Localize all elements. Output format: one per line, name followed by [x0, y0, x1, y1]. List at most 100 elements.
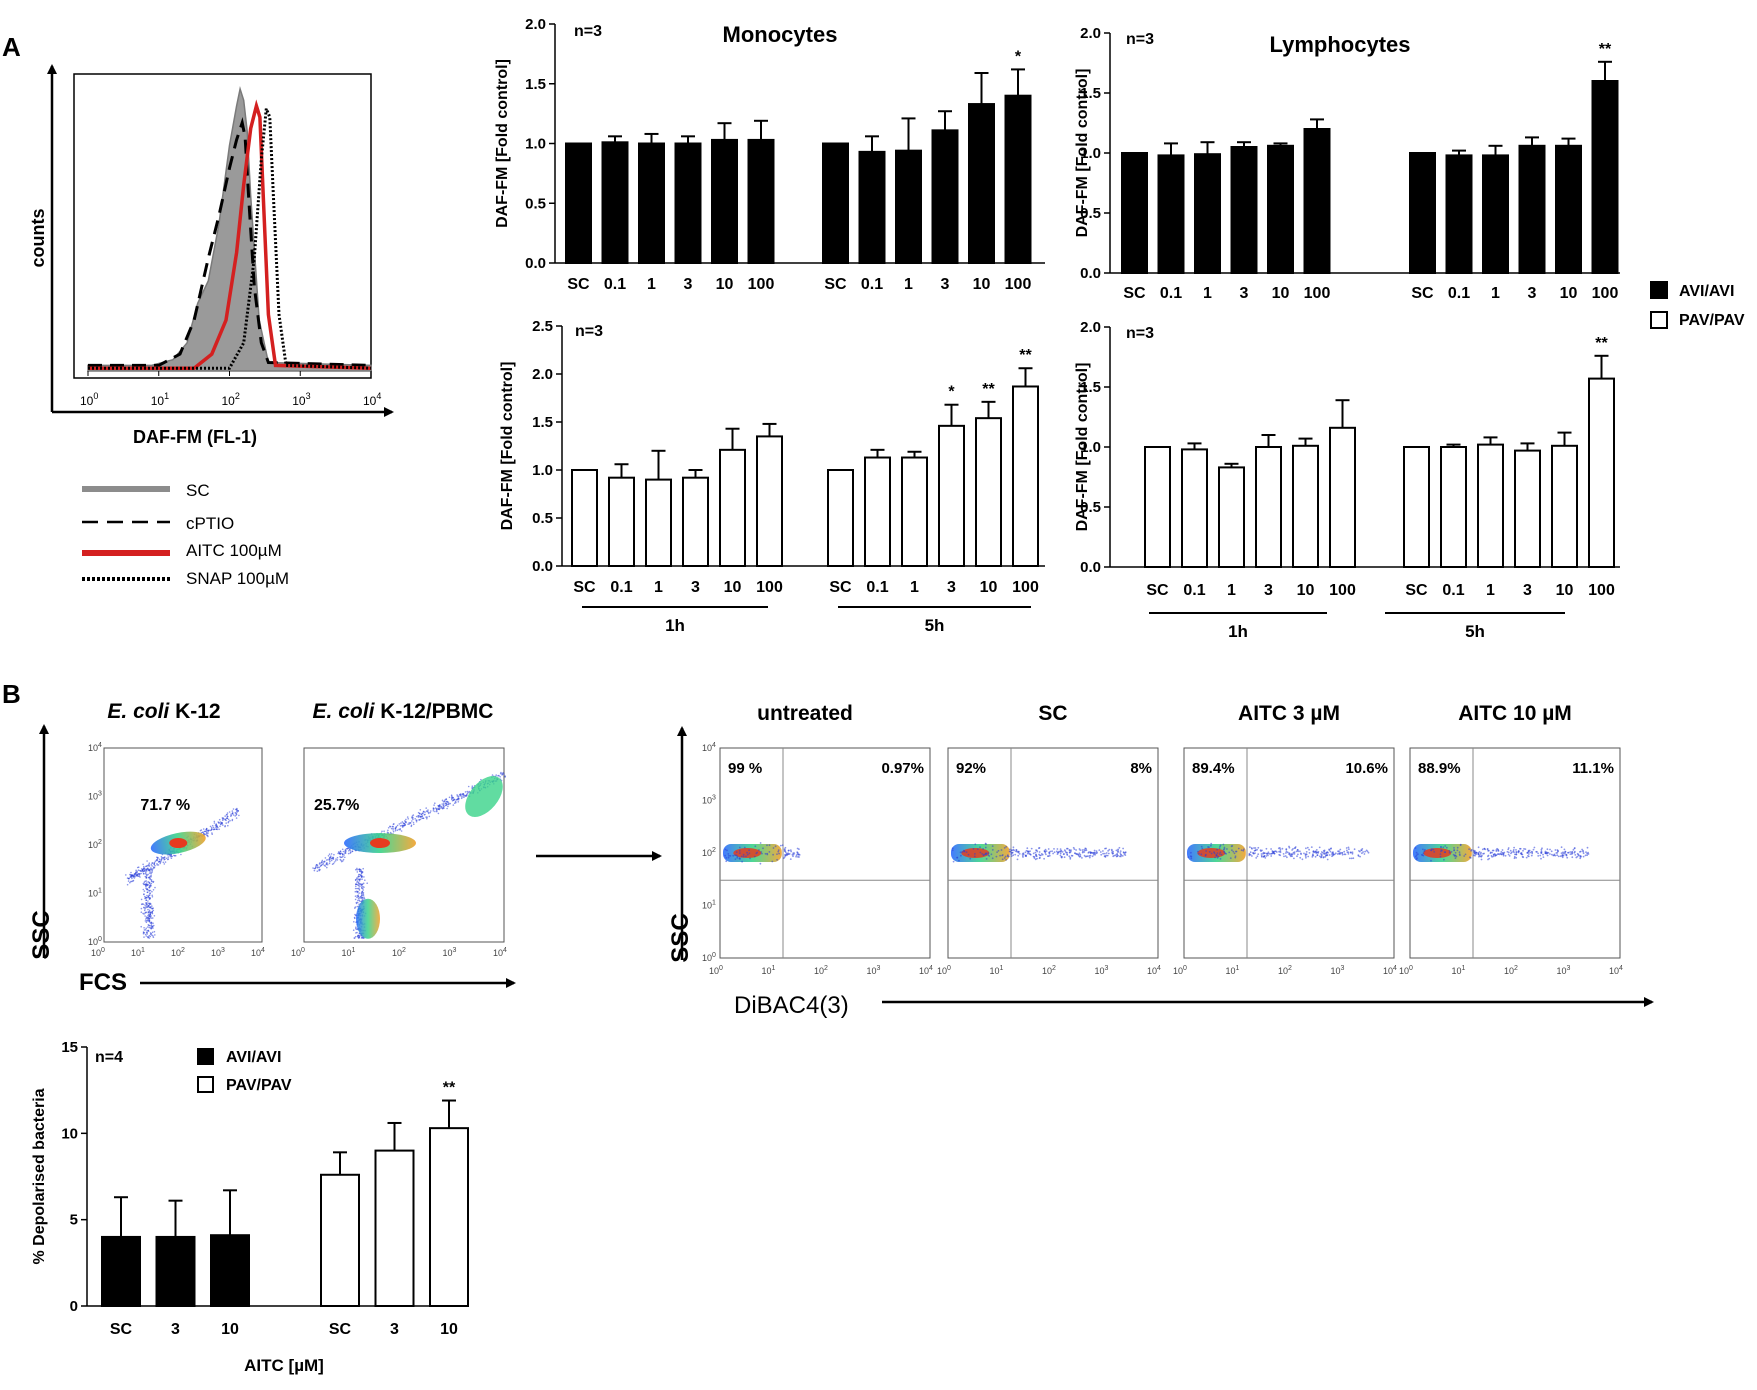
bar	[674, 142, 702, 264]
gating-y-label: SSC	[28, 910, 55, 959]
event-dot	[358, 879, 361, 881]
event-dot	[153, 930, 156, 933]
bar	[1292, 444, 1319, 568]
event-dot	[1569, 851, 1572, 853]
significance-marker: **	[1599, 41, 1612, 58]
event-dot	[363, 896, 365, 899]
event-dot	[207, 831, 209, 833]
category-label: 3	[1523, 582, 1532, 599]
event-dot	[359, 895, 362, 898]
event-dot	[1546, 854, 1549, 857]
event-dot	[967, 853, 970, 856]
density-peak	[169, 838, 188, 849]
event-dot	[392, 830, 395, 833]
dibac-x-tick-label: 102	[814, 965, 828, 976]
event-dot	[1121, 855, 1124, 857]
gating-y-tick-exp: 2	[98, 839, 102, 846]
event-dot	[1308, 848, 1310, 851]
event-dot	[759, 842, 762, 844]
event-dot	[1502, 854, 1505, 857]
quadrant-right-percent: 8%	[1130, 760, 1152, 777]
event-dot	[1305, 856, 1307, 859]
event-dot	[1118, 846, 1121, 849]
event-dot	[1039, 854, 1041, 857]
event-dot	[1279, 851, 1282, 854]
event-dot	[437, 812, 440, 815]
event-dot	[1316, 854, 1319, 857]
event-dot	[446, 800, 448, 803]
dibac-plot-title: SC	[1038, 702, 1067, 725]
event-dot	[1339, 848, 1342, 851]
bar	[1181, 448, 1208, 568]
event-dot	[340, 856, 342, 859]
event-dot	[1044, 852, 1047, 854]
event-dot	[329, 860, 331, 863]
event-dot	[1189, 855, 1192, 857]
bar	[756, 435, 783, 567]
event-dot	[1565, 853, 1568, 856]
event-dot	[213, 822, 216, 824]
bar	[571, 469, 598, 567]
event-dot	[785, 851, 787, 854]
event-dot	[1307, 855, 1310, 858]
event-dot	[150, 932, 153, 935]
event-dot	[140, 907, 143, 910]
event-dot	[143, 913, 145, 915]
significance-marker: **	[1019, 347, 1032, 364]
event-dot	[1201, 847, 1204, 850]
gating-x-tick-exp: 2	[402, 947, 406, 954]
event-dot	[1008, 848, 1011, 851]
event-dot	[142, 888, 145, 891]
event-dot	[344, 851, 347, 854]
bar	[1551, 444, 1578, 568]
event-dot	[1573, 851, 1576, 854]
event-dot	[1497, 848, 1499, 851]
event-dot	[1012, 854, 1015, 857]
event-dot	[153, 863, 155, 865]
gating-scatter-panel: SSC FCS E. coli K-12 E. coli K-12/PBMC 7…	[28, 700, 516, 996]
event-dot	[1433, 851, 1436, 853]
category-label: 3	[1240, 285, 1249, 302]
event-dot	[1279, 850, 1282, 852]
event-dot	[1119, 850, 1122, 852]
event-dot	[363, 876, 365, 878]
gating-x-tick-label: 104	[251, 947, 265, 958]
event-dot	[1083, 849, 1085, 851]
gating-y-tick-base: 10	[88, 840, 98, 850]
event-dot	[149, 912, 151, 915]
y-tick-label: 0.0	[1080, 265, 1101, 282]
event-dot	[342, 850, 345, 853]
event-dot	[147, 867, 149, 870]
depol-legend-swatch-pav	[197, 1076, 214, 1093]
event-dot	[230, 813, 232, 815]
event-dot	[215, 826, 217, 828]
event-dot	[1486, 848, 1489, 850]
event-dot	[1533, 846, 1536, 849]
event-dot	[1582, 855, 1585, 858]
event-dot	[361, 887, 363, 889]
histogram-series-aitc	[88, 99, 372, 370]
event-dot	[145, 869, 148, 872]
event-dot	[148, 868, 151, 871]
event-dot	[443, 805, 445, 808]
dibac-y-tick-base: 10	[702, 796, 712, 806]
histogram-x-tick-base: 10	[151, 394, 165, 408]
event-dot	[333, 861, 336, 863]
event-dot	[1415, 851, 1418, 854]
histogram-x-tick-base: 10	[222, 394, 236, 408]
event-dot	[152, 867, 155, 869]
event-dot	[1105, 852, 1108, 854]
event-dot	[355, 885, 357, 888]
event-dot	[1323, 849, 1326, 852]
event-dot	[1281, 847, 1284, 850]
event-dot	[140, 911, 143, 913]
event-dot	[146, 930, 148, 932]
event-dot	[359, 873, 361, 876]
category-label: 10	[716, 276, 734, 293]
event-dot	[434, 807, 437, 809]
event-dot	[146, 883, 148, 886]
gating-plot-2: 25.7%100 101 102 103 104	[291, 747, 507, 958]
histogram-series-sc	[87, 86, 372, 372]
event-dot	[355, 883, 357, 886]
event-dot	[145, 927, 147, 930]
